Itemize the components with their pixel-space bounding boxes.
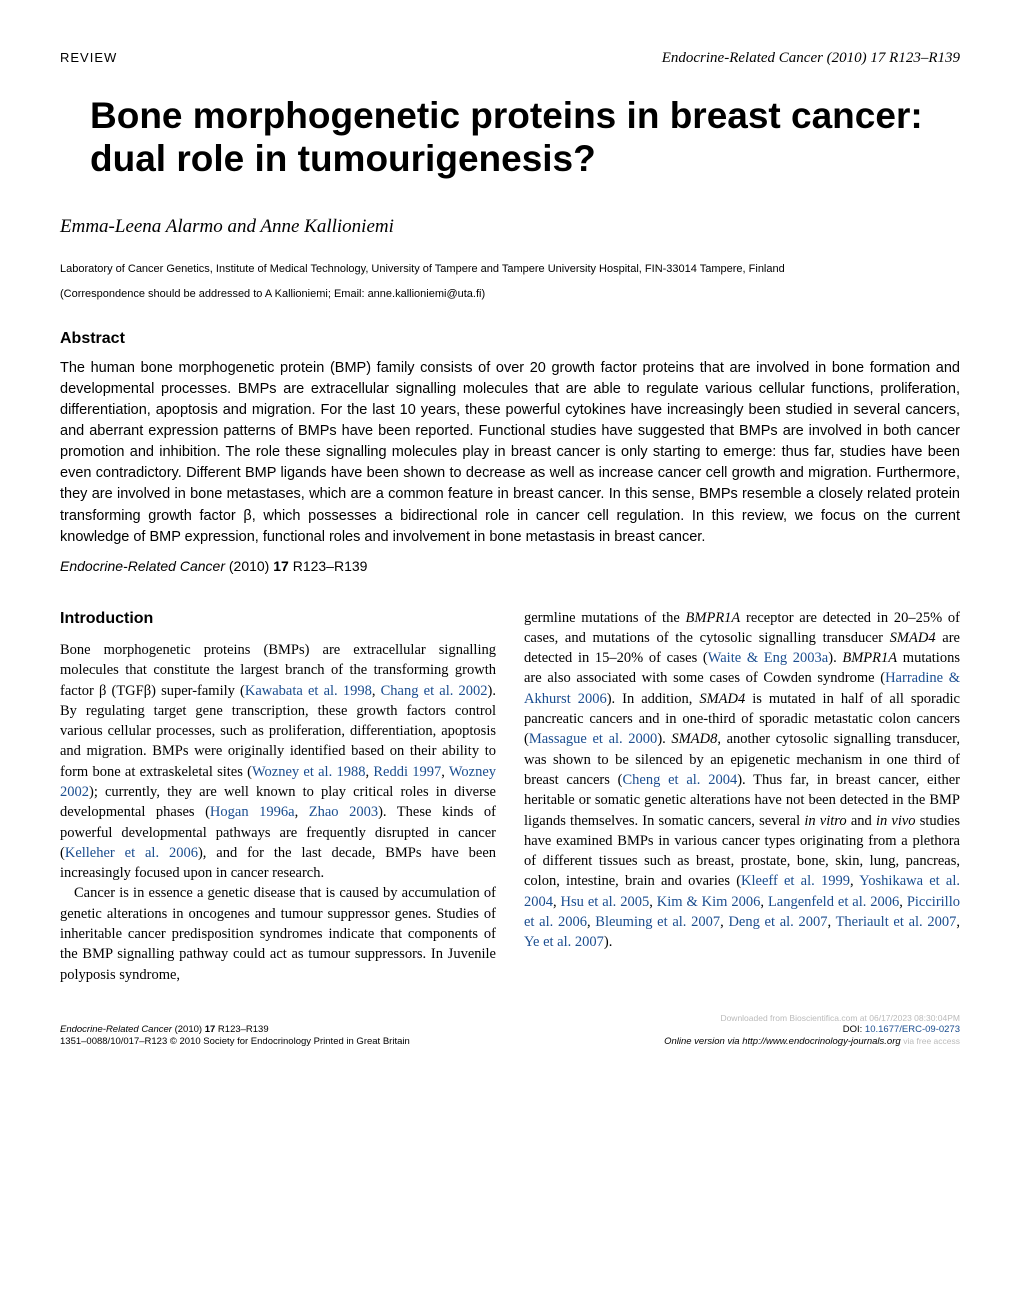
footer-right: Downloaded from Bioscientifica.com at 06…: [664, 1013, 960, 1049]
intro-paragraph-2: Cancer is in essence a genetic disease t…: [60, 883, 496, 984]
citation-link[interactable]: Kim & Kim 2006: [657, 894, 761, 910]
gene-name: SMAD8: [671, 731, 717, 747]
citation-link[interactable]: Reddi 1997: [373, 764, 441, 780]
footer-copyright: 1351–0088/10/017–R123 © 2010 Society for…: [60, 1036, 410, 1048]
citation-link[interactable]: Bleuming et al. 2007: [595, 914, 720, 930]
latin-term: in vivo: [876, 813, 916, 829]
journal-header: Endocrine-Related Cancer (2010) 17 R123–…: [662, 50, 960, 67]
affiliation: Laboratory of Cancer Genetics, Institute…: [60, 262, 960, 276]
intro-continuation: germline mutations of the BMPR1A recepto…: [524, 608, 960, 953]
abstract-footer: Endocrine-Related Cancer (2010) 17 R123–…: [60, 558, 960, 574]
footer-online: Online version via http://www.endocrinol…: [664, 1036, 960, 1048]
citation-link[interactable]: Hsu et al. 2005: [561, 894, 650, 910]
citation-link[interactable]: Cheng et al. 2004: [622, 772, 737, 788]
download-watermark: Downloaded from Bioscientifica.com at 06…: [664, 1013, 960, 1024]
gene-name: SMAD4: [699, 691, 745, 707]
citation-link[interactable]: Kleeff et al. 1999: [741, 873, 850, 889]
abstract-footer-journal: Endocrine-Related Cancer: [60, 558, 225, 574]
citation-link[interactable]: Deng et al. 2007: [728, 914, 827, 930]
correspondence: (Correspondence should be addressed to A…: [60, 288, 960, 300]
footer-left: Endocrine-Related Cancer (2010) 17 R123–…: [60, 1024, 410, 1049]
abstract-footer-pages: R123–R139: [289, 558, 368, 574]
introduction-heading: Introduction: [60, 608, 496, 630]
footer-journal-ref: Endocrine-Related Cancer (2010) 17 R123–…: [60, 1024, 410, 1036]
citation-link[interactable]: Chang et al. 2002: [381, 683, 488, 699]
citation-link[interactable]: Kelleher et al. 2006: [65, 845, 198, 861]
left-column: Introduction Bone morphogenetic proteins…: [60, 608, 496, 985]
authors: Emma-Leena Alarmo and Anne Kallioniemi: [60, 216, 960, 238]
page-footer: Endocrine-Related Cancer (2010) 17 R123–…: [60, 1013, 960, 1049]
citation-link[interactable]: Waite & Eng 2003a: [708, 650, 829, 666]
latin-term: in vitro: [804, 813, 846, 829]
footer-doi: DOI: 10.1677/ERC-09-0273: [664, 1024, 960, 1036]
gene-name: BMPR1A: [842, 650, 897, 666]
citation-link[interactable]: Kawabata et al. 1998: [245, 683, 372, 699]
abstract-footer-vol: 17: [273, 558, 289, 574]
body-columns: Introduction Bone morphogenetic proteins…: [60, 608, 960, 985]
gene-name: BMPR1A: [686, 610, 741, 626]
right-column: germline mutations of the BMPR1A recepto…: [524, 608, 960, 985]
review-label: REVIEW: [60, 50, 117, 65]
intro-paragraph-1: Bone morphogenetic proteins (BMPs) are e…: [60, 640, 496, 884]
citation-link[interactable]: Langenfeld et al. 2006: [768, 894, 899, 910]
citation-link[interactable]: Zhao 2003: [309, 804, 378, 820]
citation-link[interactable]: Wozney et al. 1988: [252, 764, 365, 780]
article-title: Bone morphogenetic proteins in breast ca…: [90, 95, 960, 180]
doi-link[interactable]: 10.1677/ERC-09-0273: [865, 1024, 960, 1035]
citation-link[interactable]: Massague et al. 2000: [529, 731, 657, 747]
citation-link[interactable]: Theriault et al. 2007: [836, 914, 957, 930]
citation-link[interactable]: Ye et al. 2007: [524, 934, 604, 950]
gene-name: SMAD4: [890, 630, 936, 646]
abstract-heading: Abstract: [60, 330, 960, 348]
header-row: REVIEW Endocrine-Related Cancer (2010) 1…: [60, 50, 960, 67]
abstract-text: The human bone morphogenetic protein (BM…: [60, 358, 960, 547]
abstract-footer-year: (2010): [225, 558, 273, 574]
citation-link[interactable]: Hogan 1996a: [210, 804, 295, 820]
